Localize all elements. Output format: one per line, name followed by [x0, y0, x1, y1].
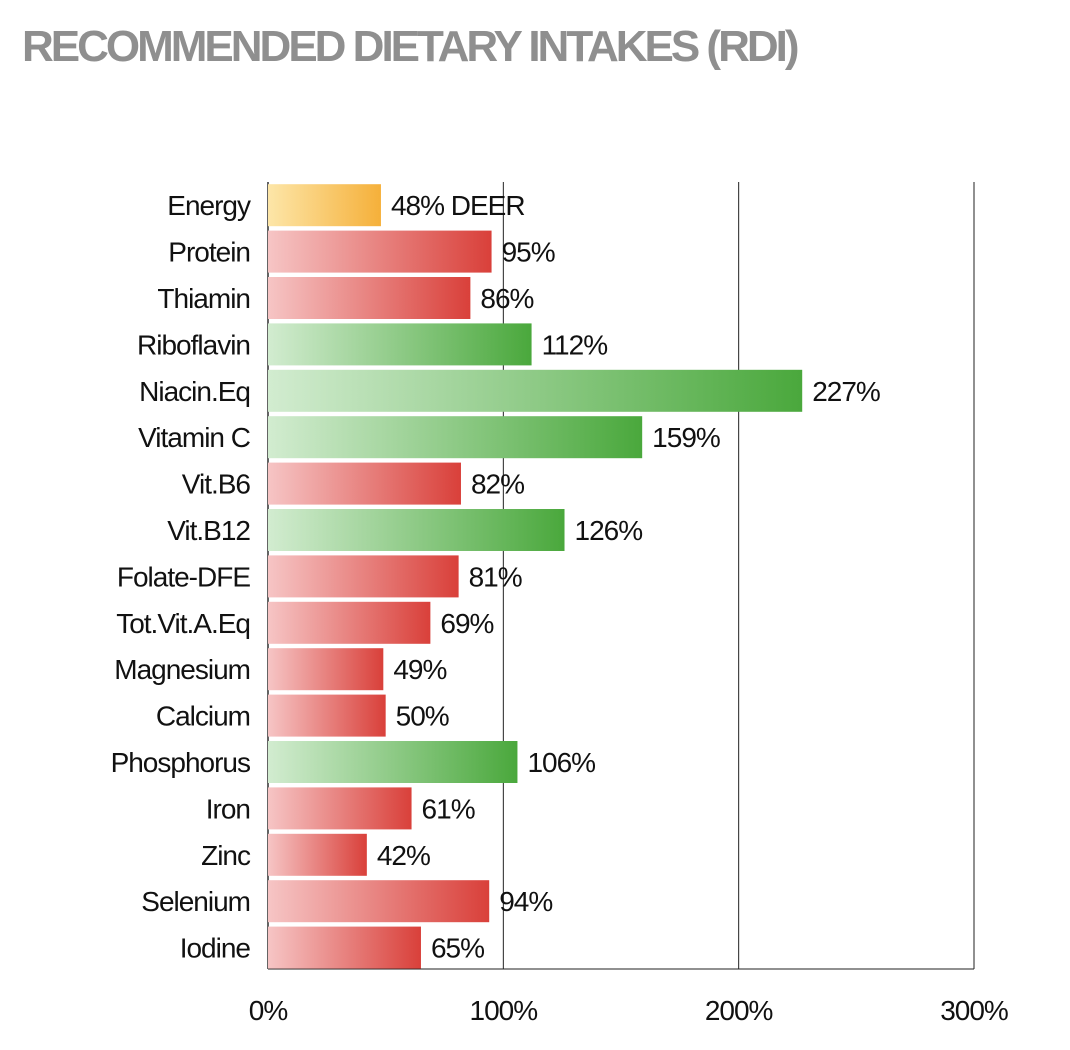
value-label: 48% DEER [391, 190, 525, 221]
category-label: Iron [206, 793, 250, 824]
category-label: Riboflavin [137, 329, 250, 360]
bar-vit-b6 [268, 462, 461, 505]
chart-title: RECOMMENDED DIETARY INTAKES (RDI) [22, 22, 799, 71]
bar-magnesium [268, 648, 384, 691]
category-label: Magnesium [114, 654, 250, 685]
value-label: 69% [440, 608, 493, 639]
value-label: 94% [499, 886, 552, 917]
category-label: Calcium [156, 701, 250, 732]
value-label: 126% [575, 515, 643, 546]
x-tick-label: 200% [705, 995, 773, 1026]
bar-protein [268, 230, 492, 273]
category-label: Thiamin [157, 283, 250, 314]
value-label: 227% [812, 376, 880, 407]
value-label: 42% [377, 840, 430, 871]
bar-thiamin [268, 277, 471, 319]
category-label: Vit.B12 [167, 515, 250, 546]
x-tick-label: 300% [940, 995, 1008, 1026]
category-label: Protein [168, 237, 250, 268]
bar-phosphorus [268, 741, 518, 783]
bar-riboflavin [268, 323, 532, 366]
category-label: Niacin.Eq [139, 376, 250, 407]
value-label: 112% [542, 329, 608, 360]
bar-iron [268, 787, 412, 830]
value-label: 61% [422, 793, 475, 824]
category-label: Vitamin C [138, 422, 251, 453]
bar-niacin-eq [268, 369, 803, 412]
value-label: 82% [471, 469, 524, 500]
bar-folate-dfe [268, 555, 459, 598]
value-label: 81% [469, 561, 522, 592]
value-label: 106% [527, 747, 595, 778]
category-label: Vit.B6 [182, 469, 251, 500]
value-label: 159% [652, 422, 720, 453]
x-tick-label: 0% [249, 995, 288, 1026]
bar-tot-vit-a-eq [268, 601, 431, 644]
category-label: Tot.Vit.A.Eq [116, 608, 250, 639]
bar-vitamin-c [268, 416, 643, 459]
bar-vit-b12 [268, 509, 565, 551]
x-tick-label: 100% [470, 995, 538, 1026]
value-label: 86% [480, 283, 533, 314]
value-label: 50% [396, 701, 449, 732]
bar-zinc [268, 833, 367, 876]
category-label: Selenium [141, 886, 250, 917]
bar-energy [268, 184, 381, 227]
category-label: Energy [167, 190, 251, 221]
bar-selenium [268, 880, 490, 923]
category-label: Zinc [201, 840, 251, 871]
bar-calcium [268, 694, 386, 737]
value-label: 95% [502, 237, 555, 268]
category-label: Folate-DFE [117, 561, 250, 592]
bar-iodine [268, 926, 421, 969]
value-label: 49% [393, 654, 446, 685]
value-label: 65% [431, 933, 484, 964]
category-label: Phosphorus [111, 747, 250, 778]
category-label: Iodine [180, 933, 251, 964]
